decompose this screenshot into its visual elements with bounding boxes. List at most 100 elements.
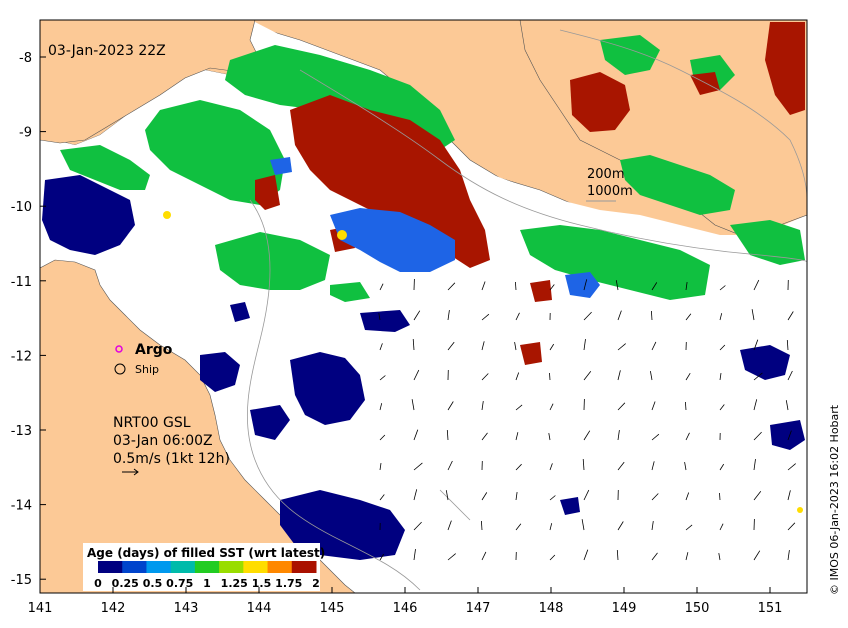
current-vector [617, 402, 626, 411]
x-tick-label: 148 [539, 601, 564, 616]
current-vector [412, 338, 415, 351]
current-vector [753, 339, 759, 351]
current-vector [719, 492, 721, 501]
current-vector [481, 401, 484, 411]
current-vector [411, 399, 415, 411]
current-vector [719, 523, 724, 531]
current-vector [413, 489, 418, 501]
current-vector [413, 310, 421, 321]
current-vector [785, 400, 789, 411]
current-vector [753, 491, 762, 501]
currents-source: NRT00 GSL [113, 415, 191, 431]
colorbar-tick-label: 0 [94, 577, 102, 590]
current-vector [379, 553, 385, 561]
current-vector [583, 339, 586, 351]
current-vector [413, 429, 419, 441]
current-vector [719, 344, 726, 351]
current-vector [515, 404, 523, 411]
current-vector [651, 341, 657, 351]
current-vector [685, 492, 690, 501]
current-vector [481, 520, 483, 531]
current-vector [549, 403, 554, 411]
map-timestamp: 03-Jan-2023 22Z [48, 43, 166, 59]
current-vector [549, 284, 555, 291]
plot-border [39, 19, 808, 594]
current-vector [481, 551, 487, 561]
current-vector [413, 462, 423, 471]
colorbar-tick-label: 1.75 [275, 577, 302, 590]
current-vector [447, 401, 454, 411]
current-vector [685, 372, 691, 381]
current-vector [685, 401, 687, 411]
current-vector [651, 493, 659, 501]
current-vector [650, 371, 653, 381]
current-vector [583, 430, 591, 441]
current-vector [617, 521, 624, 531]
x-tick-label: 143 [174, 601, 199, 616]
current-vector [445, 490, 449, 501]
current-vector [651, 433, 660, 441]
current-vector [379, 434, 386, 441]
current-vector [786, 339, 789, 351]
y-tick-label: -12 [11, 349, 32, 364]
current-vector [549, 495, 556, 501]
current-vector [753, 431, 762, 441]
contour-label-1000m: 1000m [587, 184, 633, 199]
current-vector [446, 429, 449, 441]
colorbar-tick-label: 2 [312, 577, 320, 590]
current-vector [651, 310, 653, 321]
colorbar-swatch [170, 561, 196, 573]
current-vector [651, 282, 658, 291]
colorbar-swatch [219, 561, 244, 573]
current-vector [753, 550, 761, 561]
current-vector [481, 373, 489, 381]
current-vector [379, 343, 383, 351]
current-vector [753, 372, 763, 381]
current-vector [379, 283, 384, 291]
colorbar-tick-label: 0.25 [112, 577, 139, 590]
current-vector [719, 373, 722, 381]
current-vector [651, 461, 655, 471]
y-tick-label: -15 [11, 573, 32, 588]
y-tick-label: -8 [19, 51, 32, 66]
current-vector [719, 463, 725, 471]
current-vector [549, 463, 553, 471]
current-vector [515, 492, 518, 501]
x-tick-label: 151 [758, 601, 783, 616]
current-vector [617, 343, 626, 351]
ship-label: Ship [135, 363, 159, 376]
current-vector [685, 432, 690, 441]
current-vector [753, 459, 756, 471]
colorbar-swatch [267, 561, 293, 573]
colorbar-tick-label: 0.5 [143, 577, 163, 590]
current-vector [447, 553, 456, 561]
colorbar-swatch [146, 561, 172, 573]
argo-label: Argo [135, 342, 173, 358]
current-vector [549, 523, 553, 531]
current-vectors [378, 278, 796, 561]
map-plot-area [40, 20, 807, 593]
current-vector [447, 282, 456, 291]
current-vector [378, 313, 381, 321]
colorbar-swatches [98, 561, 317, 573]
current-vector [787, 430, 792, 441]
land-papua-west [40, 20, 261, 144]
current-vector [447, 341, 455, 351]
current-vector [583, 489, 590, 501]
x-tick-label: 142 [101, 601, 126, 616]
current-vector [615, 280, 619, 291]
current-vector [514, 342, 517, 351]
x-tick-label: 147 [466, 601, 491, 616]
bathymetry-contours [247, 29, 807, 591]
current-vector [685, 524, 693, 531]
current-vector [481, 341, 485, 351]
current-vector [515, 463, 522, 471]
current-vector [413, 521, 422, 531]
colorbar-tick-label: 1.5 [252, 577, 272, 590]
current-vector [617, 430, 620, 441]
current-vector [581, 519, 585, 531]
current-vector [379, 463, 382, 471]
colorbar-tick-label: 1.25 [221, 577, 248, 590]
current-vector [787, 550, 790, 561]
